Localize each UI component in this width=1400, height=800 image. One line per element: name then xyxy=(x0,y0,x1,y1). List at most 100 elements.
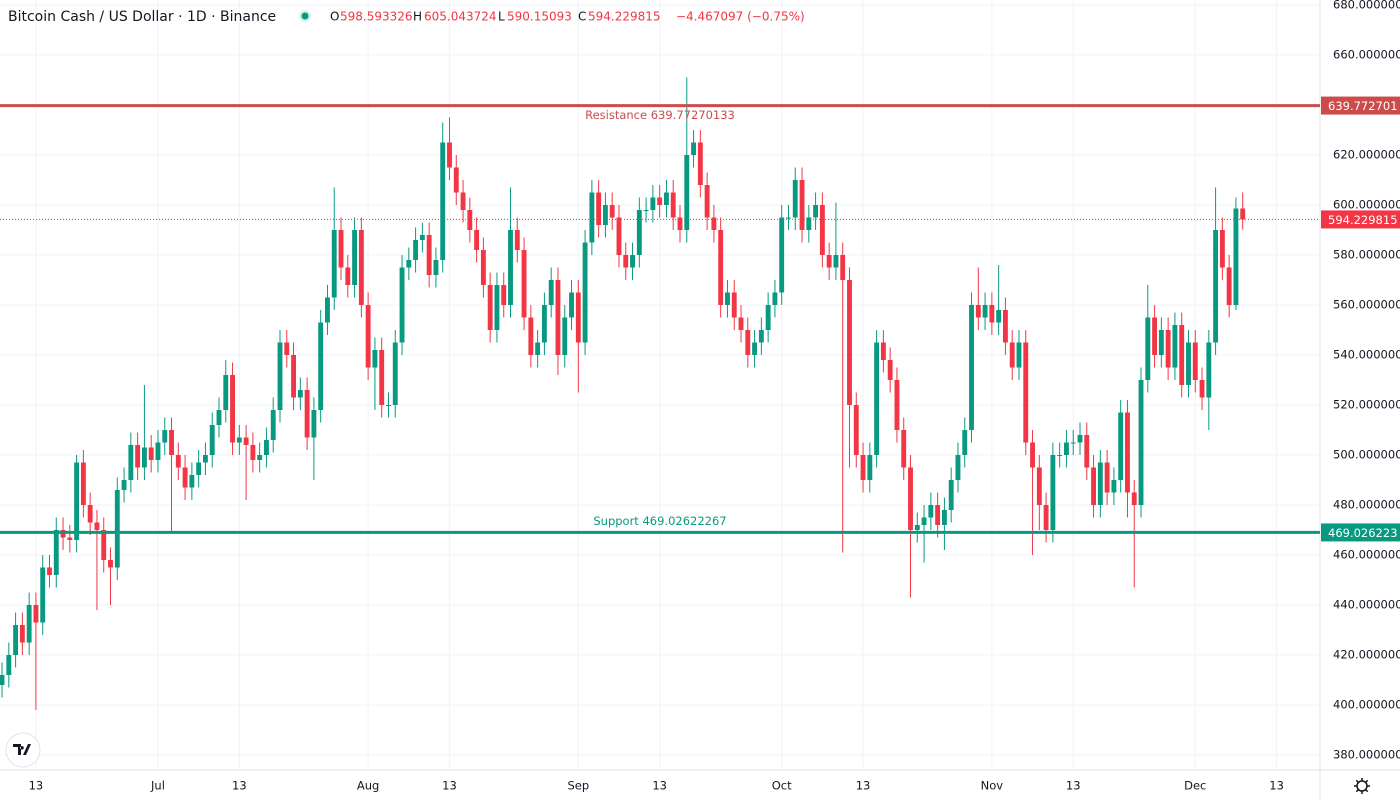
y-tick-label: 560.000000 xyxy=(1333,298,1400,312)
candle-body xyxy=(284,342,290,355)
candle-body xyxy=(1036,467,1042,505)
candle-body xyxy=(155,442,161,460)
change-value: −4.467097 (−0.75%) xyxy=(676,10,805,24)
candle-body xyxy=(311,410,317,438)
candle-body xyxy=(528,317,534,355)
candle-body xyxy=(53,530,59,575)
candle-body xyxy=(935,505,941,525)
candle-body xyxy=(1023,342,1029,443)
tradingview-logo xyxy=(5,732,41,768)
close-value: 594.229815 xyxy=(588,10,661,24)
candle-body xyxy=(365,305,371,368)
candle-body xyxy=(494,285,500,330)
candle-body xyxy=(94,522,100,530)
candle-body xyxy=(1131,492,1137,505)
candle-body xyxy=(643,210,649,211)
high-label: H xyxy=(413,10,422,24)
candle-body xyxy=(196,462,202,475)
x-tick-label: Nov xyxy=(981,779,1004,793)
candle-body xyxy=(460,192,466,210)
candle-body xyxy=(1097,462,1103,505)
x-tick-label: 13 xyxy=(1066,779,1081,793)
level-label: Support 469.02622267 xyxy=(593,514,726,528)
candle-body xyxy=(670,192,676,218)
candle-body xyxy=(331,230,337,298)
candle-body xyxy=(121,480,127,490)
candle-body xyxy=(962,430,968,455)
candle-body xyxy=(1118,412,1124,480)
x-tick-label: Dec xyxy=(1184,779,1206,793)
candle-body xyxy=(223,375,229,410)
settings-icon[interactable] xyxy=(1354,778,1370,794)
candle-body xyxy=(128,445,134,480)
x-tick-label: Aug xyxy=(357,779,379,793)
candle-body xyxy=(1226,267,1232,305)
candle-body xyxy=(304,390,310,438)
candle-body xyxy=(941,510,947,525)
y-tick-label: 600.000000 xyxy=(1333,198,1400,212)
candle-body xyxy=(338,230,344,268)
y-tick-label: 580.000000 xyxy=(1333,248,1400,262)
x-tick-label: 13 xyxy=(232,779,247,793)
candle-body xyxy=(406,260,412,268)
y-tick-label: 420.000000 xyxy=(1333,648,1400,662)
candle-body xyxy=(596,192,602,225)
y-tick-label: 660.000000 xyxy=(1333,48,1400,62)
candle-body xyxy=(1077,435,1083,443)
candle-body xyxy=(345,267,351,285)
open-value: 598.593326 xyxy=(340,10,413,24)
candle-body xyxy=(697,142,703,185)
candle-body xyxy=(1172,325,1178,368)
candle-body xyxy=(47,567,52,575)
candle-body xyxy=(74,462,80,540)
candle-body xyxy=(318,322,324,410)
candle-body xyxy=(758,330,764,343)
candle-body xyxy=(114,490,120,568)
candle-body xyxy=(1050,455,1056,530)
candle-body xyxy=(1145,317,1151,380)
candle-body xyxy=(887,360,893,380)
level-tag-label: 469.026223 xyxy=(1328,526,1398,540)
candle-body xyxy=(731,292,737,318)
candle-body xyxy=(1084,435,1090,468)
candle-body xyxy=(243,437,249,445)
last-price-tag-label: 594.229815 xyxy=(1328,213,1398,227)
candle-body xyxy=(325,297,330,323)
candle-body xyxy=(1158,330,1164,355)
candle-body xyxy=(623,255,629,268)
candle-body xyxy=(87,505,93,523)
candle-body xyxy=(1233,208,1239,305)
candle-body xyxy=(1104,462,1110,493)
candle-body xyxy=(914,525,920,530)
candle-body xyxy=(1016,342,1022,368)
candle-body xyxy=(386,405,391,406)
candle-body xyxy=(1138,380,1144,505)
candle-body xyxy=(664,192,669,205)
candle-body xyxy=(297,390,303,398)
candle-body xyxy=(860,455,866,480)
candle-body xyxy=(1111,480,1117,493)
y-tick-label: 440.000000 xyxy=(1333,598,1400,612)
candle-body xyxy=(752,342,758,355)
candle-body xyxy=(6,655,12,675)
candle-body xyxy=(718,230,724,305)
candle-body xyxy=(575,292,581,343)
candle-body xyxy=(440,142,446,260)
candle-body xyxy=(413,240,419,260)
candle-body xyxy=(19,625,25,643)
x-tick-label: Jul xyxy=(150,779,165,793)
y-tick-label: 380.000000 xyxy=(1333,748,1400,762)
candle-body xyxy=(1152,317,1158,355)
candle-body xyxy=(738,317,744,330)
y-tick-label: 540.000000 xyxy=(1333,348,1400,362)
candle-body xyxy=(1125,412,1130,493)
candle-body xyxy=(975,305,981,318)
candle-body xyxy=(277,342,283,410)
candle-body xyxy=(182,467,188,488)
candle-body xyxy=(813,205,819,218)
candle-body xyxy=(1206,342,1212,398)
candle-body xyxy=(677,217,683,230)
candle-body xyxy=(474,230,480,250)
y-tick-label: 620.000000 xyxy=(1333,148,1400,162)
close-label: C xyxy=(578,10,586,24)
